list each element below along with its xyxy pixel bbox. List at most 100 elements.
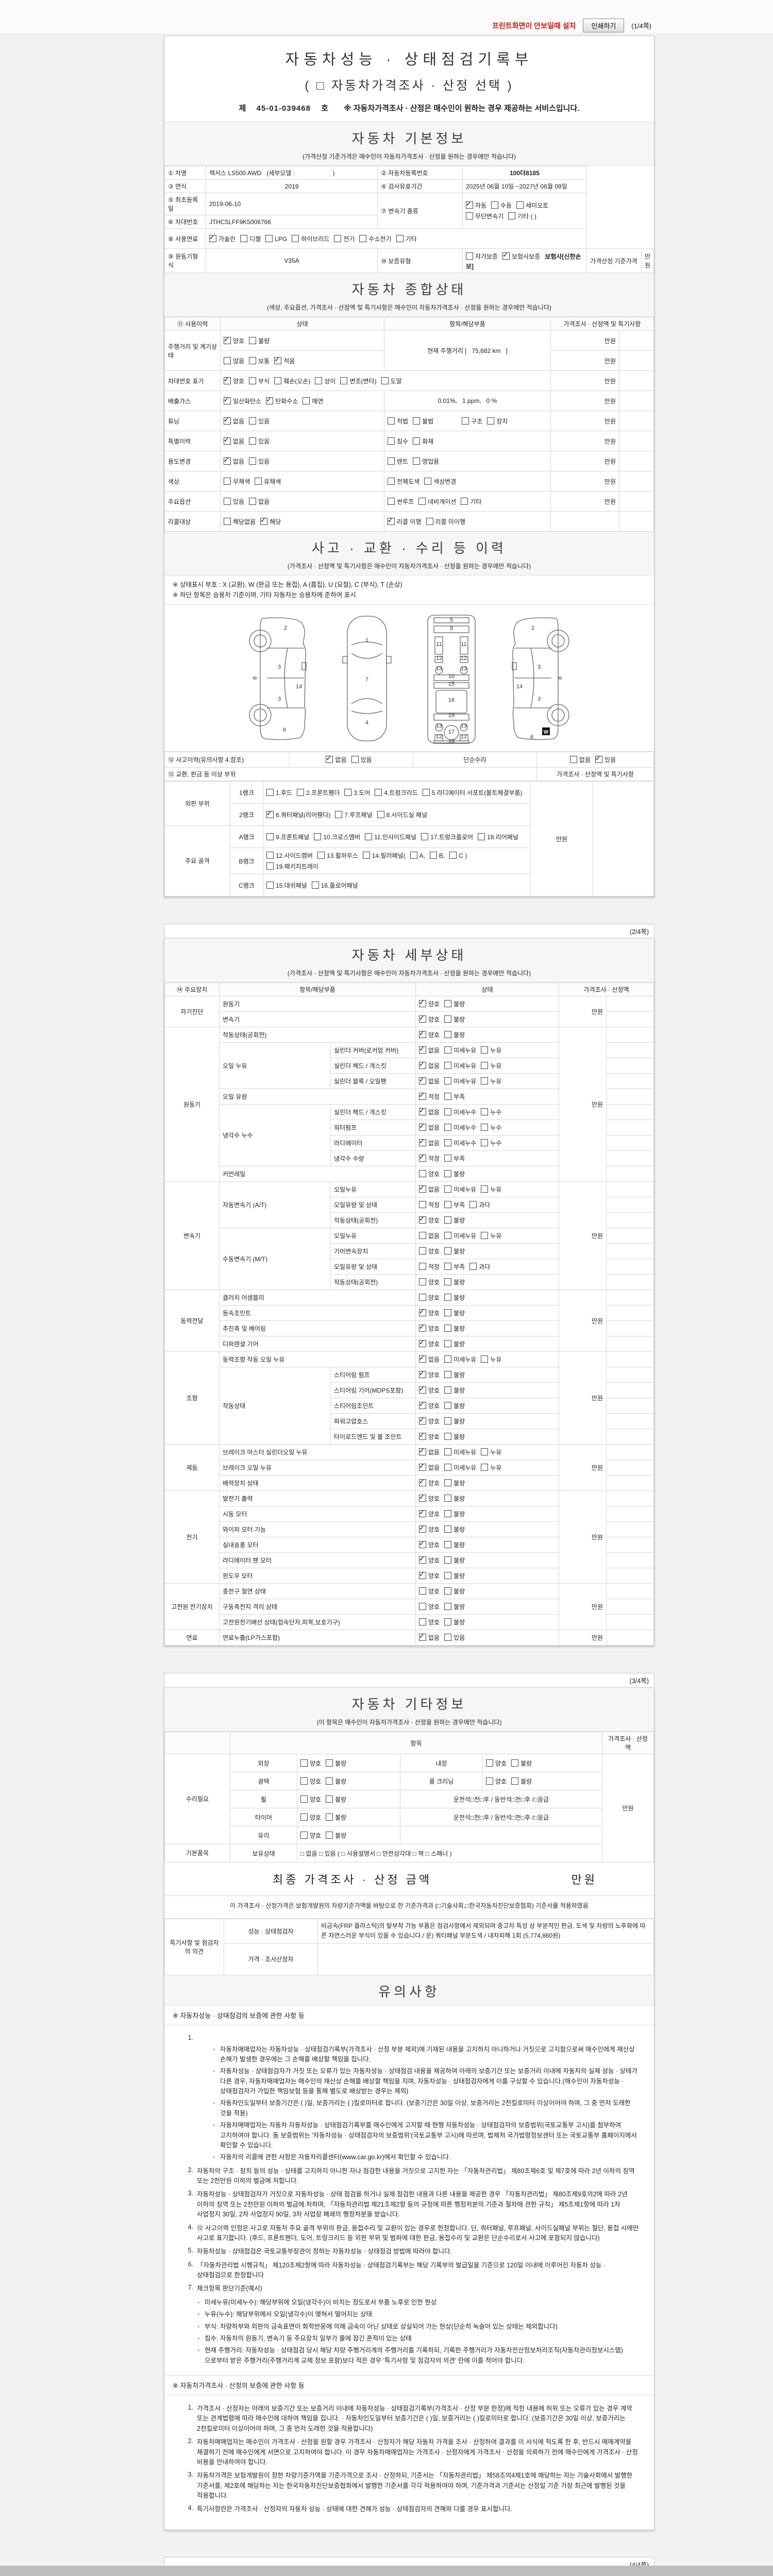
- unchecked-checkbox-icon[interactable]: [444, 1355, 452, 1363]
- checkbox-option[interactable]: 양호: [419, 1478, 440, 1487]
- checkbox-option[interactable]: 부족: [444, 1092, 465, 1101]
- unchecked-checkbox-icon[interactable]: [418, 497, 426, 505]
- checkbox-option[interactable]: 유채색: [255, 477, 281, 486]
- checked-checkbox-icon[interactable]: [419, 998, 427, 1007]
- checkbox-option[interactable]: 2.프론트휀더: [297, 788, 340, 797]
- checkbox-option[interactable]: 10.크로스멤버: [314, 833, 360, 841]
- checkbox-option[interactable]: 누유: [481, 1463, 501, 1472]
- checkbox-option[interactable]: 9.프론트패널: [266, 833, 309, 841]
- checkbox-option[interactable]: 도말: [381, 377, 402, 385]
- checkbox-option[interactable]: 구조: [462, 417, 482, 426]
- unchecked-checkbox-icon[interactable]: [424, 477, 432, 485]
- checkbox-option[interactable]: 훼손(오손): [274, 377, 310, 385]
- checkbox-option[interactable]: 해당없음: [224, 517, 256, 526]
- checkbox-option[interactable]: 양호: [419, 1338, 440, 1348]
- checked-checkbox-icon[interactable]: [419, 1014, 427, 1023]
- unchecked-checkbox-icon[interactable]: [429, 852, 437, 859]
- checkbox-option[interactable]: 13.휠하우스: [317, 851, 358, 860]
- checked-checkbox-icon[interactable]: [419, 1570, 427, 1579]
- checkbox-option[interactable]: 불량: [249, 336, 270, 345]
- checked-checkbox-icon[interactable]: [465, 200, 473, 209]
- checkbox-option[interactable]: 불량: [444, 1556, 465, 1565]
- checkbox-option[interactable]: 불량: [511, 1759, 532, 1768]
- unchecked-checkbox-icon[interactable]: [508, 212, 516, 219]
- checkbox-option[interactable]: 불량: [326, 1813, 346, 1822]
- unchecked-checkbox-icon[interactable]: [344, 788, 352, 796]
- unchecked-checkbox-icon[interactable]: [444, 1185, 452, 1193]
- checkbox-option[interactable]: 17.트렁크플로어: [421, 833, 473, 841]
- checkbox-option[interactable]: 없음: [419, 1122, 440, 1132]
- unchecked-checkbox-icon[interactable]: [444, 1603, 452, 1610]
- checkbox-option[interactable]: 4.트렁크리드: [375, 788, 418, 797]
- unchecked-checkbox-icon[interactable]: [444, 1479, 452, 1486]
- checkbox-option[interactable]: 과다: [469, 1200, 490, 1209]
- unchecked-checkbox-icon[interactable]: [224, 477, 231, 485]
- checked-checkbox-icon[interactable]: [224, 396, 231, 404]
- unchecked-checkbox-icon[interactable]: [413, 417, 421, 425]
- checkbox-option[interactable]: 불량: [444, 1324, 465, 1333]
- unchecked-checkbox-icon[interactable]: [444, 1015, 452, 1023]
- checkbox-option[interactable]: 누유: [481, 1077, 501, 1086]
- checkbox-option[interactable]: 불량: [444, 1540, 465, 1549]
- checkbox-option[interactable]: 리콜 미이행: [426, 517, 465, 526]
- unchecked-checkbox-icon[interactable]: [421, 833, 429, 840]
- unchecked-checkbox-icon[interactable]: [224, 357, 231, 364]
- checked-checkbox-icon[interactable]: [419, 1354, 427, 1363]
- checkbox-option[interactable]: 미세누유: [444, 1061, 476, 1070]
- unchecked-checkbox-icon[interactable]: [365, 833, 373, 840]
- unchecked-checkbox-icon[interactable]: [444, 1495, 452, 1502]
- unchecked-checkbox-icon[interactable]: [311, 881, 319, 889]
- unchecked-checkbox-icon[interactable]: [469, 1201, 477, 1208]
- checkbox-option[interactable]: 양호: [300, 1813, 321, 1822]
- checkbox-option[interactable]: 미세누유: [444, 1185, 476, 1194]
- checkbox-option[interactable]: 많음: [224, 357, 244, 365]
- checkbox-option[interactable]: 적법: [388, 417, 408, 426]
- unchecked-checkbox-icon[interactable]: [481, 1448, 489, 1455]
- checkbox-option[interactable]: 양호: [419, 1247, 440, 1256]
- checkbox-option[interactable]: 썬루프: [388, 497, 414, 506]
- checkbox-option[interactable]: 불량: [444, 1278, 465, 1286]
- unchecked-checkbox-icon[interactable]: [444, 1340, 452, 1347]
- checked-checkbox-icon[interactable]: [419, 1632, 427, 1641]
- unchecked-checkbox-icon[interactable]: [481, 1139, 489, 1146]
- unchecked-checkbox-icon[interactable]: [444, 1464, 452, 1471]
- unchecked-checkbox-icon[interactable]: [426, 517, 433, 525]
- checkbox-option[interactable]: 적정: [419, 1153, 440, 1163]
- checkbox-option[interactable]: 불량: [444, 1417, 465, 1426]
- checked-checkbox-icon[interactable]: [419, 1122, 427, 1131]
- checkbox-option[interactable]: 양호: [300, 1831, 321, 1840]
- checkbox-option[interactable]: 없음: [419, 1632, 440, 1642]
- checkbox-option[interactable]: 없음: [569, 755, 591, 764]
- checkbox-option[interactable]: 누수: [481, 1123, 501, 1132]
- checked-checkbox-icon[interactable]: [419, 1076, 427, 1084]
- checkbox-option[interactable]: 양호: [419, 1323, 440, 1333]
- unchecked-checkbox-icon[interactable]: [444, 1000, 452, 1007]
- unchecked-checkbox-icon[interactable]: [335, 810, 343, 818]
- checkbox-option[interactable]: 없음: [419, 1107, 440, 1116]
- unchecked-checkbox-icon[interactable]: [224, 517, 231, 525]
- checked-checkbox-icon[interactable]: [419, 1369, 427, 1378]
- unchecked-checkbox-icon[interactable]: [422, 788, 430, 796]
- unchecked-checkbox-icon[interactable]: [326, 1813, 333, 1821]
- checkbox-option[interactable]: 있음: [224, 497, 244, 506]
- checkbox-option[interactable]: 있음: [351, 755, 372, 764]
- unchecked-checkbox-icon[interactable]: [444, 1294, 452, 1301]
- checkbox-option[interactable]: 양호: [224, 335, 244, 345]
- checkbox-option[interactable]: 있음: [249, 437, 270, 446]
- unchecked-checkbox-icon[interactable]: [266, 881, 274, 889]
- checkbox-option[interactable]: 상이: [315, 377, 335, 385]
- checkbox-option[interactable]: 부족: [444, 1262, 465, 1271]
- unchecked-checkbox-icon[interactable]: [486, 1759, 493, 1767]
- unchecked-checkbox-icon[interactable]: [444, 1216, 452, 1224]
- unchecked-checkbox-icon[interactable]: [461, 497, 468, 505]
- checkbox-option[interactable]: 8.사이드실 패널: [377, 810, 427, 819]
- checked-checkbox-icon[interactable]: [274, 355, 282, 364]
- unchecked-checkbox-icon[interactable]: [481, 1185, 489, 1193]
- unchecked-checkbox-icon[interactable]: [481, 1062, 489, 1069]
- checked-checkbox-icon[interactable]: [224, 376, 231, 384]
- checkbox-option[interactable]: 불량: [444, 1170, 465, 1178]
- unchecked-checkbox-icon[interactable]: [388, 457, 395, 465]
- unchecked-checkbox-icon[interactable]: [511, 1759, 519, 1767]
- unchecked-checkbox-icon[interactable]: [481, 1355, 489, 1363]
- unchecked-checkbox-icon[interactable]: [326, 1831, 333, 1839]
